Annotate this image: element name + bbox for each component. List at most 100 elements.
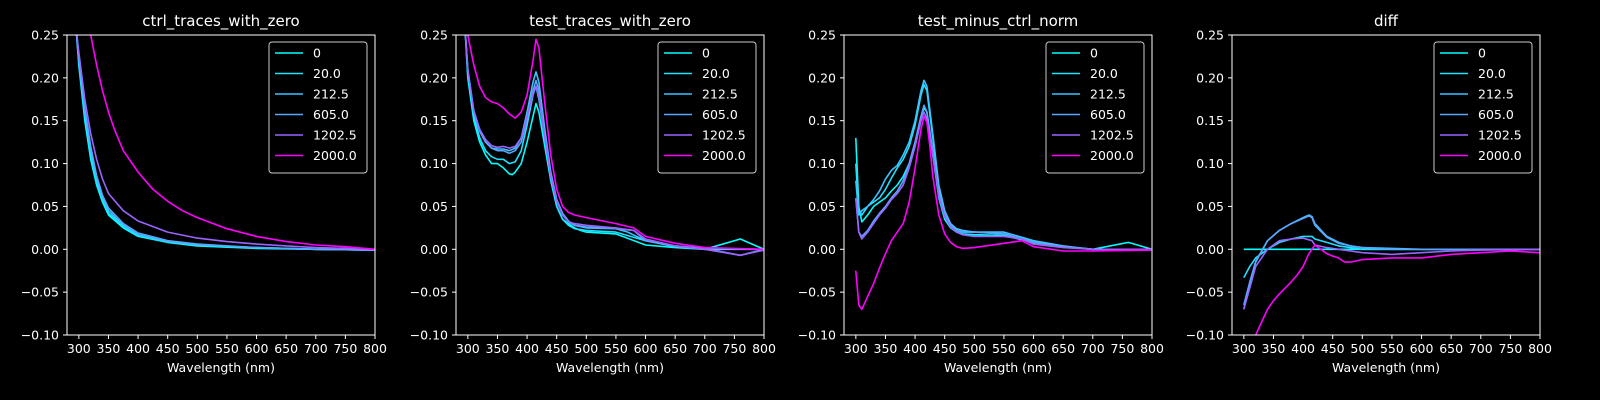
y-tick-label: 0.20 — [1196, 70, 1224, 85]
y-tick-label: 0.10 — [1196, 156, 1224, 171]
legend-label: 2000.0 — [313, 148, 357, 163]
y-tick-label: 0.05 — [808, 199, 836, 214]
legend-label: 20.0 — [1478, 66, 1506, 81]
axes-frame — [455, 34, 765, 336]
x-tick-label: 750 — [1498, 341, 1522, 356]
series-line-605.0 — [1243, 215, 1540, 306]
legend-label: 20.0 — [702, 66, 730, 81]
x-tick-label: 600 — [1410, 341, 1434, 356]
x-tick-label: 650 — [1051, 341, 1075, 356]
x-tick-label: 600 — [245, 341, 269, 356]
x-tick-label: 450 — [156, 341, 180, 356]
series-line-0 — [464, 35, 764, 251]
y-tick-label: 0.05 — [1196, 199, 1224, 214]
legend-label: 1202.5 — [702, 128, 746, 143]
legend-label: 0 — [313, 46, 321, 61]
legend-label: 20.0 — [1090, 66, 1118, 81]
y-tick-label: 0.15 — [1196, 113, 1224, 128]
axes-frame — [66, 34, 376, 336]
chart-panel-1: 300 350 400 450 500 550 600 650 700 750 800 −0.10 −0… — [21, 12, 387, 375]
legend-label: 605.0 — [313, 107, 349, 122]
series-lines — [855, 79, 1152, 311]
y-tick-label: −0.05 — [798, 285, 836, 300]
y-tick-label: −0.10 — [798, 328, 836, 343]
x-tick-label: 550 — [215, 341, 239, 356]
x-axis-label: Wavelength (nm) — [1332, 360, 1440, 375]
series-line-2000.0 — [855, 115, 1152, 311]
legend-label: 212.5 — [1478, 87, 1514, 102]
x-tick-label: 300 — [844, 341, 868, 356]
series-line-605.0 — [75, 35, 375, 251]
x-tick-label: 400 — [1291, 341, 1315, 356]
y-tick-label: 0.10 — [420, 156, 448, 171]
legend: 0 20.0 212.5 605.0 1202.5 2000.0 — [268, 41, 368, 174]
y-tick-label: −0.05 — [21, 285, 59, 300]
y-tick-label: 0.00 — [420, 242, 448, 257]
x-tick-label: 500 — [962, 341, 986, 356]
x-tick-label: 600 — [634, 341, 658, 356]
y-tick-label: 0.15 — [31, 113, 59, 128]
legend-label: 212.5 — [702, 87, 738, 102]
x-tick-label: 750 — [722, 341, 746, 356]
x-tick-label: 700 — [304, 341, 328, 356]
legend-label: 1202.5 — [1478, 128, 1522, 143]
x-tick-label: 500 — [185, 341, 209, 356]
y-tick-label: 0.25 — [31, 28, 59, 43]
legend-box — [1045, 41, 1145, 174]
legend: 0 20.0 212.5 605.0 1202.5 2000.0 — [1045, 41, 1145, 174]
x-tick-label: 650 — [1439, 341, 1463, 356]
legend-label: 1202.5 — [1090, 128, 1134, 143]
x-tick-label: 400 — [515, 341, 539, 356]
x-tick-label: 550 — [992, 341, 1016, 356]
y-tick-label: 0.25 — [420, 28, 448, 43]
y-tick-label: 0.00 — [1196, 242, 1224, 257]
series-line-1202.5 — [76, 35, 375, 251]
x-axis-label: Wavelength (nm) — [167, 360, 275, 375]
series-lines — [464, 35, 764, 257]
x-tick-label: 300 — [1232, 341, 1256, 356]
x-axis-label: Wavelength (nm) — [944, 360, 1052, 375]
y-tick-label: −0.10 — [410, 328, 448, 343]
chart-title: diff — [1374, 12, 1399, 30]
legend: 0 20.0 212.5 605.0 1202.5 2000.0 — [1433, 41, 1533, 174]
y-tick-label: 0.15 — [808, 113, 836, 128]
legend-label: 0 — [1090, 46, 1098, 61]
y-tick-label: 0.20 — [31, 70, 59, 85]
x-tick-label: 350 — [874, 341, 898, 356]
x-tick-label: 700 — [1469, 341, 1493, 356]
x-tick-label: 750 — [1110, 341, 1134, 356]
series-line-212.5 — [1243, 214, 1540, 310]
x-tick-label: 800 — [1140, 341, 1164, 356]
legend-label: 0 — [1478, 46, 1486, 61]
y-tick-label: −0.05 — [410, 285, 448, 300]
series-line-2000.0 — [89, 35, 375, 251]
x-tick-label: 650 — [663, 341, 687, 356]
legend-label: 212.5 — [313, 87, 349, 102]
y-tick-label: 0.20 — [808, 70, 836, 85]
x-tick-label: 450 — [545, 341, 569, 356]
y-tick-label: 0.10 — [31, 156, 59, 171]
y-tick-label: 0.15 — [420, 113, 448, 128]
legend-label: 1202.5 — [313, 128, 357, 143]
series-line-1202.5 — [855, 111, 1152, 251]
x-tick-label: 450 — [933, 341, 957, 356]
series-line-2000.0 — [1254, 244, 1540, 335]
y-tick-label: 0.20 — [420, 70, 448, 85]
chart-panel-4: 300 350 400 450 500 550 600 650 700 750 800 −0.10 −0… — [1186, 12, 1552, 375]
x-tick-label: 750 — [333, 341, 357, 356]
x-axis-label: Wavelength (nm) — [556, 360, 664, 375]
chart-title: test_traces_with_zero — [529, 12, 691, 31]
y-tick-label: 0.00 — [808, 242, 836, 257]
y-tick-label: −0.10 — [21, 328, 59, 343]
x-tick-label: 300 — [67, 341, 91, 356]
x-tick-label: 500 — [574, 341, 598, 356]
series-line-20.0 — [1243, 235, 1540, 278]
x-tick-label: 350 — [97, 341, 121, 356]
y-tick-label: −0.10 — [1186, 328, 1224, 343]
series-line-605.0 — [855, 104, 1152, 251]
y-tick-label: 0.05 — [31, 199, 59, 214]
x-tick-label: 400 — [903, 341, 927, 356]
x-tick-label: 550 — [604, 341, 628, 356]
legend-label: 605.0 — [1090, 107, 1126, 122]
